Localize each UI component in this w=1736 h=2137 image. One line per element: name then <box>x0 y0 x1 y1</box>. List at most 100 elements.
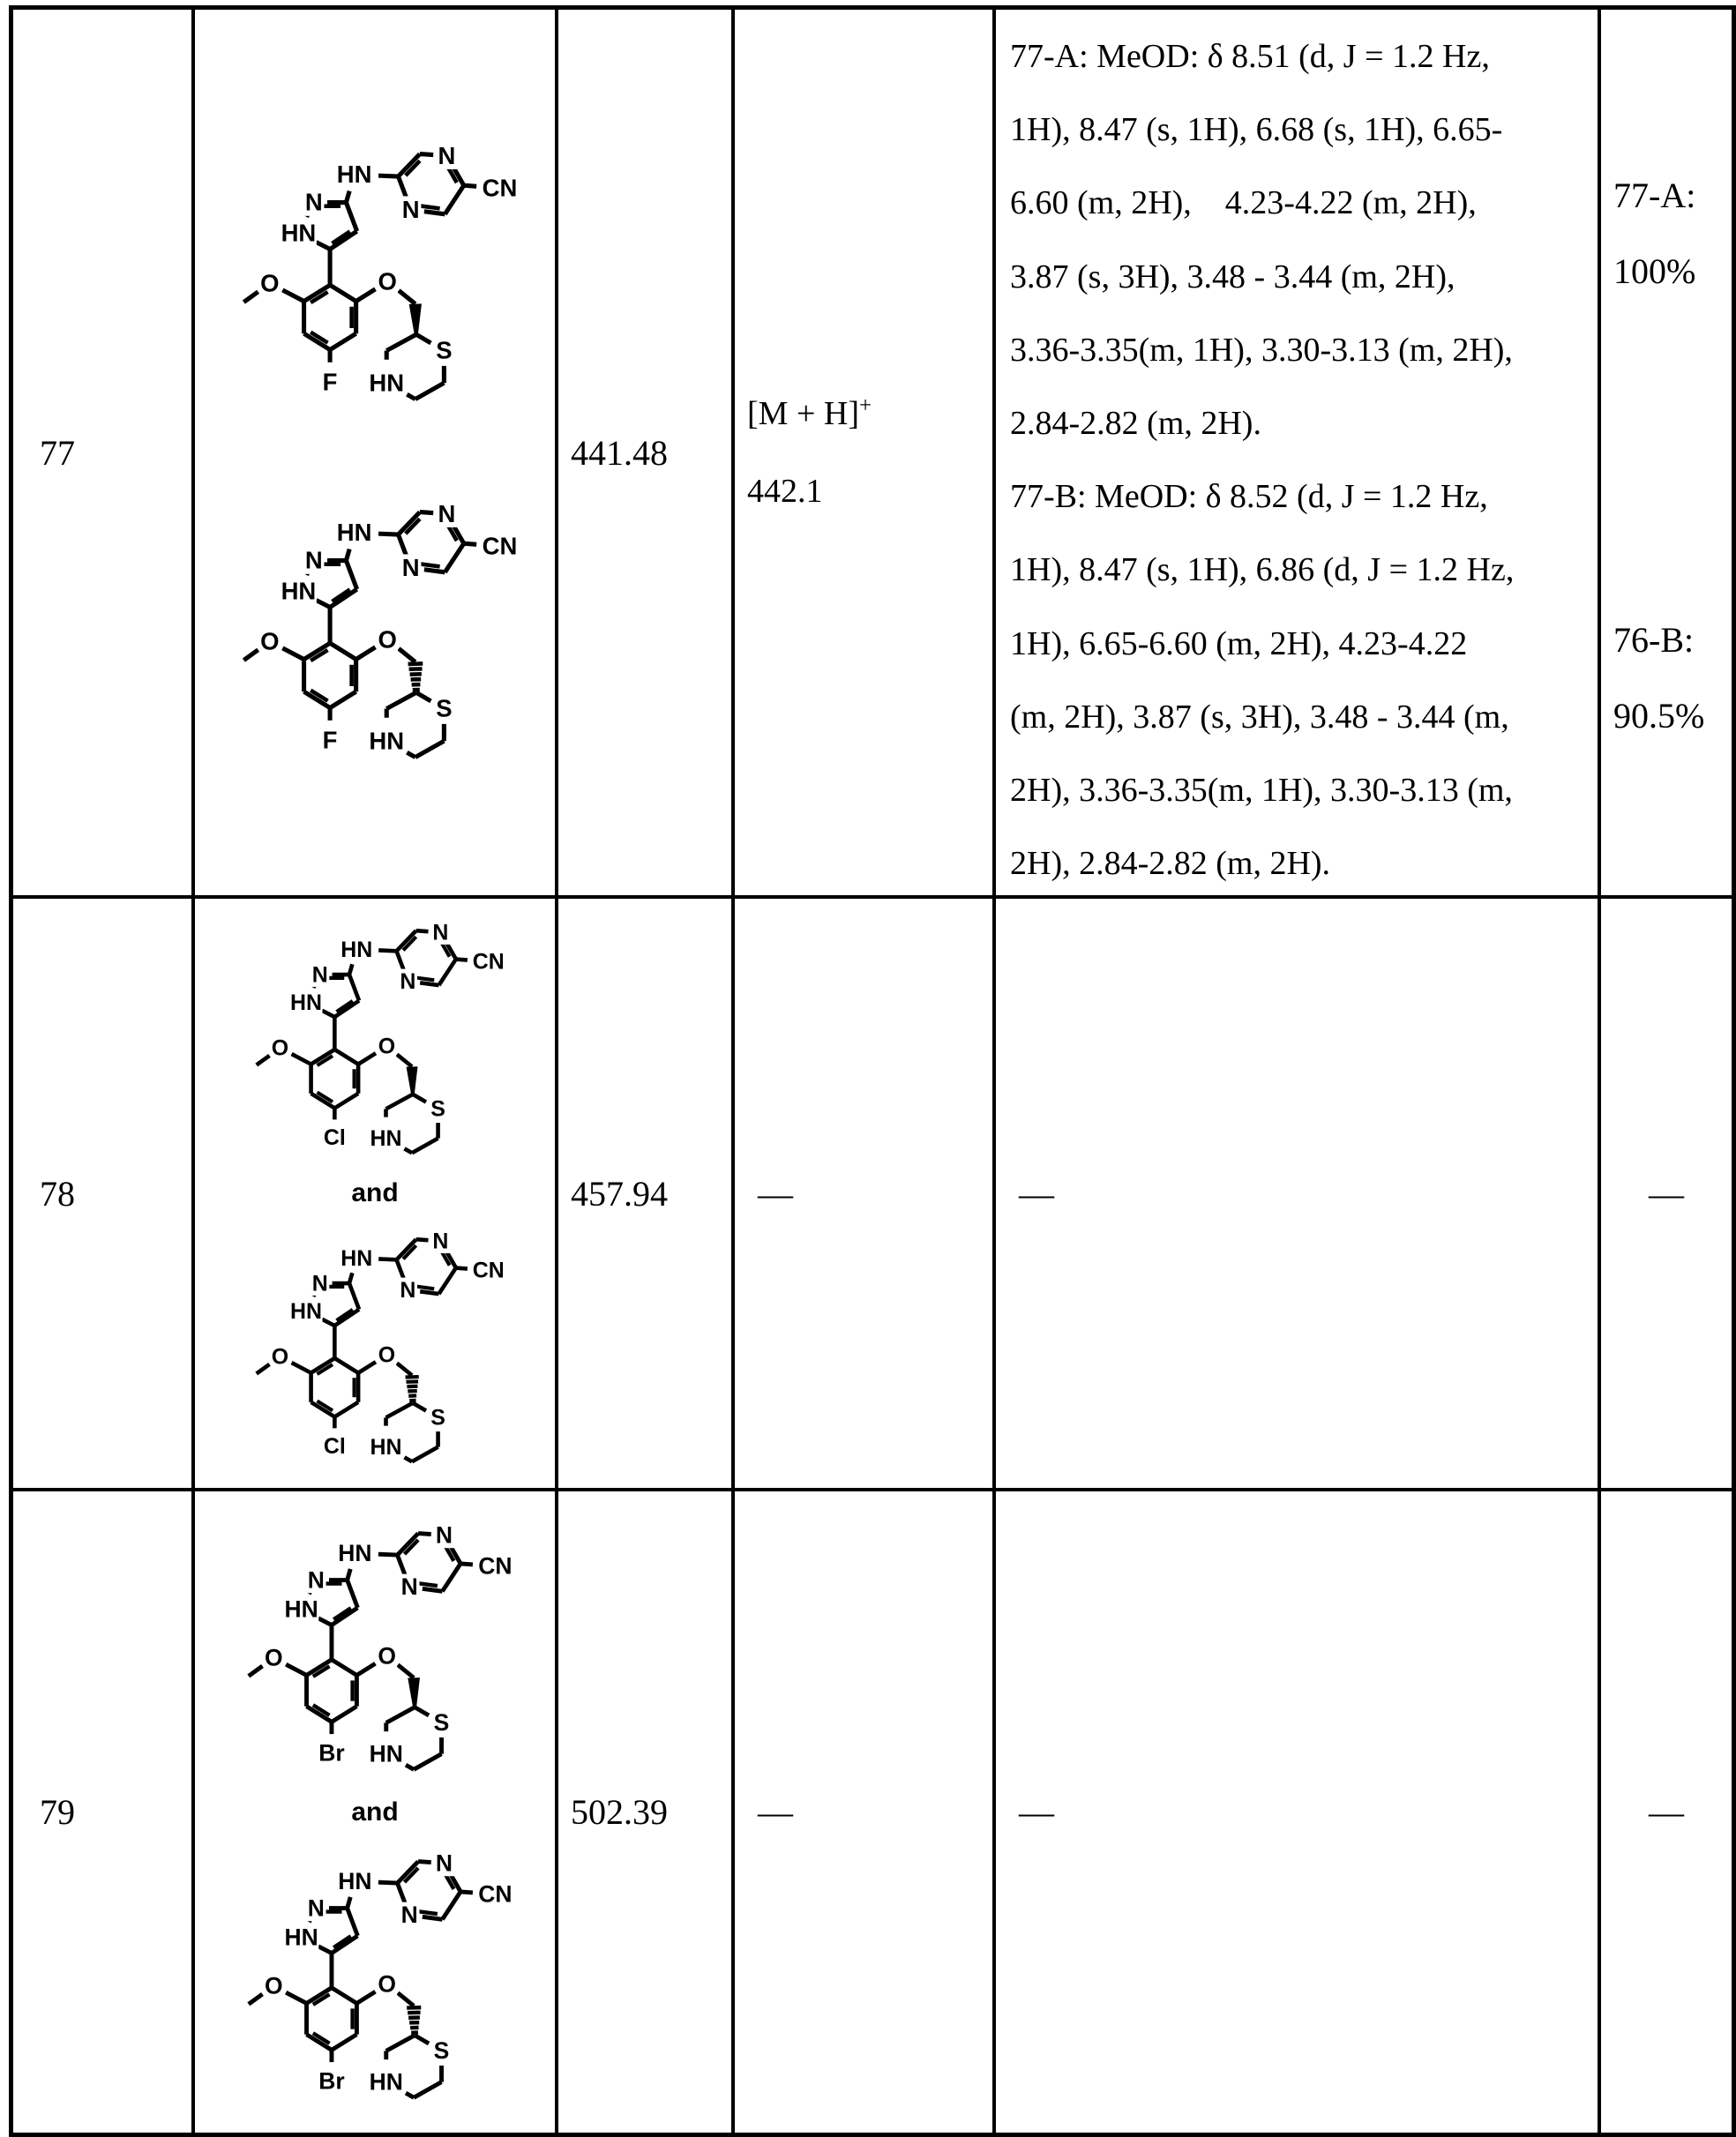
purity-cell-77: 77-A: 100% 76-B: 90.5% <box>1598 10 1732 895</box>
atom-label-n: N <box>438 500 456 527</box>
atom-label-n: N <box>305 547 323 574</box>
atom-label-hn: HN <box>281 219 317 246</box>
atom-label-n: N <box>311 962 327 987</box>
atom-label-hn: HN <box>370 1126 401 1151</box>
mw-value: 502.39 <box>571 1792 668 1832</box>
atom-label-cn: CN <box>472 1259 504 1283</box>
atom-label-hn: HN <box>370 2068 403 2095</box>
atom-label-f: F <box>323 726 338 753</box>
atom-label-n: N <box>311 1271 327 1296</box>
purity-dash: — <box>1649 1792 1684 1832</box>
purity-cell-79: — <box>1598 1488 1732 2133</box>
atom-label-o: O <box>378 1642 396 1669</box>
nmr-line: 77-A: MeOD: δ 8.51 (d, J = 1.2 Hz, <box>1010 38 1490 75</box>
wedge-bond-solid <box>408 303 422 335</box>
ms-dash: — <box>758 1792 793 1832</box>
atom-label-n: N <box>436 1521 453 1548</box>
ms-dash: — <box>758 1173 793 1214</box>
nmr-line: 2H), 2.84-2.82 (m, 2H). <box>1010 845 1331 883</box>
wedge-bond-hashed <box>408 661 423 692</box>
atom-label-o: O <box>378 1343 394 1368</box>
atom-label-o: O <box>260 627 279 654</box>
purity-label: 76-B: <box>1613 620 1695 660</box>
nmr-line: 77-B: MeOD: δ 8.52 (d, J = 1.2 Hz, <box>1010 478 1488 516</box>
wedge-bond-hashed <box>404 1374 419 1403</box>
purity-dash: — <box>1649 1173 1684 1214</box>
nmr-line: 2H), 3.36-3.35(m, 1H), 3.30-3.13 (m, <box>1010 772 1513 810</box>
atom-label-cn: CN <box>478 1552 512 1579</box>
nmr-line: 1H), 6.65-6.60 (m, 2H), 4.23-4.22 <box>1010 624 1468 662</box>
mw-value: 457.94 <box>571 1173 668 1214</box>
atom-label-cn: CN <box>478 1880 512 1907</box>
atom-label-hn: HN <box>285 1595 318 1622</box>
nmr-line: 1H), 8.47 (s, 1H), 6.86 (d, J = 1.2 Hz, <box>1010 551 1515 589</box>
atom-label-s: S <box>434 2037 450 2064</box>
atom-label-o: O <box>265 1972 283 1999</box>
structure-cell-78: N N CN HN N HN O O Cl S HN and N N CN HN N HN O O Cl S HN <box>191 895 555 1488</box>
atom-label-hn: HN <box>370 1740 403 1767</box>
mw-cell-77: 441.48 <box>555 10 731 895</box>
structure-cell-77: N N CN HN N HN O O F S HN N N CN HN N HN O O F S HN <box>191 10 555 895</box>
atom-label-n: N <box>438 142 456 169</box>
atom-label-o: O <box>378 1035 394 1059</box>
conjunction-label: and <box>351 1178 399 1207</box>
nmr-dash: — <box>1019 1173 1054 1214</box>
atom-label-n: N <box>400 1278 415 1303</box>
purity-value: 100% <box>1613 251 1696 291</box>
atom-label-hn: HN <box>369 727 404 754</box>
atom-label-hn: HN <box>340 1246 372 1271</box>
purity-label: 77-A: <box>1613 176 1696 215</box>
atom-label-o: O <box>271 1344 288 1369</box>
atom-label-br: Br <box>318 2067 344 2094</box>
atom-label-s: S <box>436 695 452 722</box>
mw-cell-79: 502.39 <box>555 1488 731 2133</box>
mw-value: 441.48 <box>571 432 668 473</box>
atom-label-cn: CN <box>472 950 504 975</box>
atom-label-br: Br <box>318 1739 344 1766</box>
atom-label-hn: HN <box>290 990 322 1015</box>
atom-label-n: N <box>401 1902 418 1928</box>
atom-label-cn: CN <box>483 174 518 201</box>
nmr-cell-78: — <box>992 895 1598 1488</box>
atom-label-hn: HN <box>338 1867 371 1894</box>
nmr-line: (m, 2H), 3.87 (s, 3H), 3.48 - 3.44 (m, <box>1010 698 1509 736</box>
nmr-dash: — <box>1019 1792 1054 1832</box>
nmr-line: 1H), 8.47 (s, 1H), 6.68 (s, 1H), 6.65- <box>1010 111 1503 149</box>
atom-label-hn: HN <box>337 161 372 188</box>
compound-number-78: 78 <box>13 895 191 1488</box>
atom-label-hn: HN <box>338 1539 371 1565</box>
purity-value: 90.5% <box>1613 696 1705 736</box>
nmr-line: 2.84-2.82 (m, 2H). <box>1010 405 1261 443</box>
purity-entry: 77-A: 100% <box>1613 10 1732 310</box>
purity-cell-78: — <box>1598 895 1732 1488</box>
wedge-bond-solid <box>408 1677 420 1707</box>
atom-label-hn: HN <box>281 577 317 604</box>
atom-label-hn: HN <box>369 369 404 396</box>
nmr-cell-77: 77-A: MeOD: δ 8.51 (d, J = 1.2 Hz, 1H), 8… <box>992 10 1598 895</box>
atom-label-n: N <box>432 1229 448 1253</box>
ms-ion: [M + H]+ <box>747 393 872 432</box>
nmr-line: 3.87 (s, 3H), 3.48 - 3.44 (m, 2H), <box>1010 258 1455 295</box>
atom-label-o: O <box>271 1035 288 1060</box>
atom-label-s: S <box>430 1097 445 1122</box>
ms-cell-79: — <box>731 1488 992 2133</box>
compound-number-text: 79 <box>40 1792 75 1832</box>
structure-cell-79: N N CN HN N HN O O Br S HN and N N CN HN N HN O O Br S HN <box>191 1488 555 2133</box>
purity-entry: 76-B: 90.5% <box>1613 602 1732 754</box>
atom-label-hn: HN <box>285 1924 318 1950</box>
atom-label-o: O <box>378 625 397 653</box>
atom-label-hn: HN <box>337 519 372 546</box>
compound-table: 77 N N CN HN N HN O O F S HN N N CN HN N HN O O F S HN 441.48 [M… <box>9 5 1736 2137</box>
atom-label-cn: CN <box>483 532 518 559</box>
atom-label-n: N <box>402 554 420 581</box>
conjunction-label: and <box>351 1797 399 1827</box>
atom-label-f: F <box>323 368 338 395</box>
atom-label-s: S <box>430 1406 445 1431</box>
nmr-line: 6.60 (m, 2H), 4.23-4.22 (m, 2H), <box>1010 184 1477 222</box>
atom-label-n: N <box>400 969 415 994</box>
